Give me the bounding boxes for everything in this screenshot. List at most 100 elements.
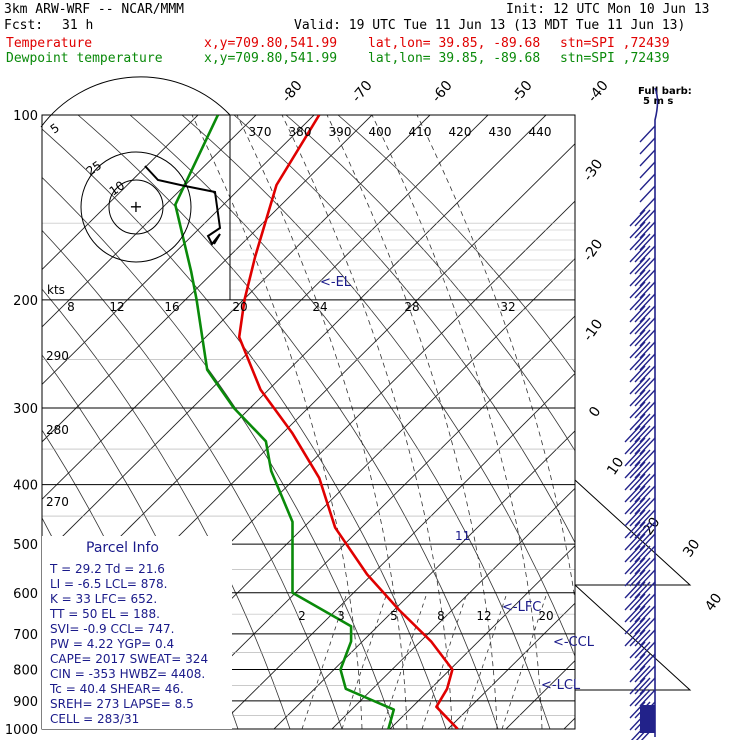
wind-barb bbox=[624, 605, 641, 623]
wind-barb bbox=[639, 485, 656, 503]
wind-barb bbox=[639, 281, 656, 299]
wind-barb bbox=[639, 365, 656, 383]
right-temperature-label: -10 bbox=[580, 316, 606, 344]
moist-adiabat-line bbox=[371, 115, 543, 729]
isotherm-line bbox=[42, 115, 489, 558]
wind-barb bbox=[629, 629, 646, 647]
dewpoint-profile bbox=[174, 115, 396, 729]
parcel-title: Parcel Info bbox=[86, 540, 159, 556]
temperature-xy: x,y=709.80,541.99 bbox=[204, 36, 338, 51]
parcel-info-panel: Parcel Info T = 29.2 Td = 21.6LI = -6.5 L… bbox=[42, 536, 232, 729]
wind-barb bbox=[629, 497, 646, 515]
wind-barb bbox=[634, 593, 651, 611]
parcel-row: CIN = -353 HWBZ= 4408. bbox=[50, 667, 205, 681]
wind-barb bbox=[634, 437, 651, 455]
isotherm-line bbox=[389, 545, 575, 729]
wind-barb bbox=[634, 245, 651, 263]
wind-barb-pennant bbox=[640, 705, 655, 733]
wind-barb bbox=[639, 641, 656, 659]
wind-barb bbox=[629, 401, 646, 419]
theta-label: 410 bbox=[409, 125, 432, 139]
isotherm-line bbox=[42, 115, 315, 386]
wind-barb-staff bbox=[654, 87, 659, 737]
hodograph-ring bbox=[80, 151, 192, 263]
wind-barb bbox=[624, 449, 641, 467]
hodograph-ring-label: 5 bbox=[48, 121, 62, 137]
wind-barb bbox=[629, 389, 646, 407]
wind-barb bbox=[634, 629, 651, 647]
wind-barb bbox=[629, 233, 646, 251]
wind-barb bbox=[629, 353, 646, 371]
wind-barb bbox=[639, 269, 656, 287]
wind-barb bbox=[639, 545, 656, 563]
dry-adiabat-line bbox=[42, 229, 343, 729]
wind-barb bbox=[629, 221, 646, 239]
wind-barb bbox=[639, 293, 656, 311]
pressure-label: 500 bbox=[13, 538, 38, 553]
mixing-ratio-label: 20 bbox=[538, 609, 553, 623]
wind-barbs: Full barb:5 m s bbox=[624, 86, 692, 740]
theta-label: 440 bbox=[529, 125, 552, 139]
barb-region-boundary bbox=[574, 479, 692, 691]
wind-barb bbox=[629, 641, 646, 659]
parcel-row: SVI= -0.9 CCL= 747. bbox=[50, 622, 175, 636]
dry-adiabat-line bbox=[337, 115, 575, 374]
parcel-row: LI = -6.5 LCL= 878. bbox=[50, 577, 167, 591]
speed-label: 12 bbox=[109, 300, 124, 314]
isotherm-line bbox=[157, 315, 575, 729]
ccl-marker: <-CCL bbox=[553, 635, 595, 650]
speed-label: 16 bbox=[164, 300, 179, 314]
moist-adiabat-line bbox=[281, 115, 453, 729]
wind-barb bbox=[629, 329, 646, 347]
wind-barb bbox=[629, 653, 646, 671]
wind-barb bbox=[639, 521, 656, 539]
wind-barb bbox=[624, 521, 641, 539]
dry-adiabat-line bbox=[181, 115, 575, 658]
wind-barb bbox=[629, 305, 646, 323]
pressure-label: 100 bbox=[13, 109, 38, 124]
pressure-label: 1000 bbox=[5, 723, 38, 738]
wind-barb bbox=[629, 617, 646, 635]
temperature-station: stn=SPI ,72439 bbox=[560, 36, 670, 51]
pressure-label: 900 bbox=[13, 695, 38, 710]
wind-barb bbox=[639, 173, 656, 191]
plot-frame bbox=[41, 114, 576, 730]
wind-barb bbox=[629, 701, 646, 719]
wind-barb bbox=[629, 461, 646, 479]
right-temperature-label: 0 bbox=[586, 404, 604, 420]
hodograph-outer-ring bbox=[40, 76, 231, 128]
wind-barb bbox=[639, 425, 656, 443]
wind-barb bbox=[639, 389, 656, 407]
wind-barb bbox=[629, 437, 646, 455]
wind-barb bbox=[624, 569, 641, 587]
wind-barb bbox=[629, 485, 646, 503]
speed-label: 32 bbox=[500, 300, 515, 314]
wind-barb bbox=[639, 245, 656, 263]
hodograph-ring-label: 25 bbox=[84, 158, 105, 178]
forecast-label: Fcst: bbox=[4, 18, 44, 33]
wind-barb bbox=[634, 653, 651, 671]
temperature-latlon: lat,lon= 39.85, -89.68 bbox=[368, 36, 541, 51]
pressure-label: 800 bbox=[13, 663, 38, 678]
wind-barb bbox=[634, 665, 651, 683]
wind-barb bbox=[624, 545, 641, 563]
sounding-profiles bbox=[174, 115, 459, 729]
wind-barb bbox=[639, 149, 656, 167]
wind-barb bbox=[634, 329, 651, 347]
wind-barb bbox=[634, 353, 651, 371]
dry-adiabat-line bbox=[285, 115, 575, 452]
dry-adiabat-line bbox=[42, 128, 447, 729]
wind-barb bbox=[624, 533, 641, 551]
wind-barb bbox=[629, 449, 646, 467]
wind-barb bbox=[639, 221, 656, 239]
wind-barb bbox=[629, 533, 646, 551]
wind-barb bbox=[634, 497, 651, 515]
wind-barb bbox=[634, 677, 651, 695]
wind-barb bbox=[639, 449, 656, 467]
wind-barb bbox=[634, 557, 651, 575]
wind-barb bbox=[639, 569, 656, 587]
hodograph-trace bbox=[144, 165, 222, 246]
wind-barb bbox=[629, 425, 646, 443]
pressure-label: 600 bbox=[13, 587, 38, 602]
